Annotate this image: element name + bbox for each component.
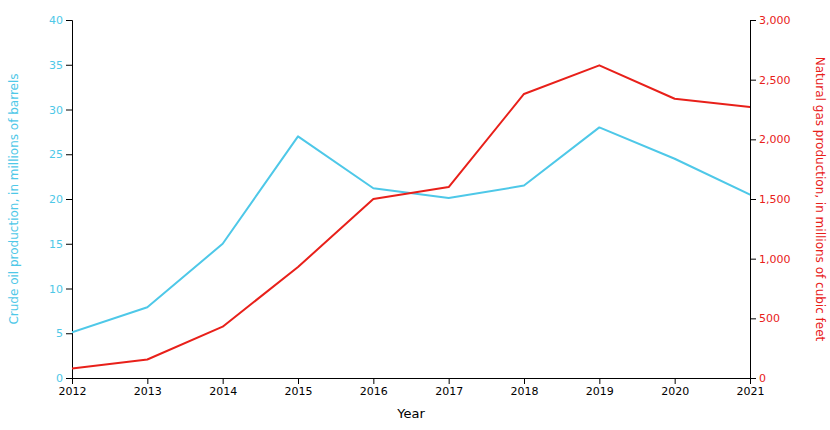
tick: 0 [56, 372, 72, 385]
tick-mark [66, 289, 72, 290]
tick: 30 [49, 104, 72, 117]
tick: 15 [49, 238, 72, 251]
tick-label: 20 [49, 193, 63, 206]
tick-label: 2016 [360, 385, 388, 398]
y-axis: 0 5 10 15 20 25 30 35 40 [49, 14, 73, 385]
tick: 2,500 [750, 74, 791, 87]
tick-mark [298, 378, 299, 384]
y-axis-title: Crude oil production, in millions of bar… [7, 73, 21, 324]
tick-mark [373, 378, 374, 384]
tick-label: 2013 [134, 385, 162, 398]
tick-mark [66, 154, 72, 155]
tick-mark [66, 65, 72, 66]
tick: 2016 [360, 378, 388, 398]
tick-label: 2012 [59, 385, 87, 398]
y2-axis-title: Natural gas production, in millions of c… [813, 57, 827, 342]
tick-mark [750, 199, 756, 200]
tick-label: 25 [49, 148, 63, 161]
x-axis-title: Year [396, 406, 425, 421]
tick-mark [66, 20, 72, 21]
tick-label: 3,000 [759, 14, 791, 27]
tick-mark [66, 110, 72, 111]
tick: 1,000 [750, 253, 791, 266]
tick-label: 2020 [661, 385, 689, 398]
tick: 500 [750, 312, 780, 325]
tick: 2020 [661, 378, 689, 398]
tick-mark [223, 378, 224, 384]
tick-mark [750, 259, 756, 260]
tick-label: 30 [49, 104, 63, 117]
tick: 2015 [285, 378, 313, 398]
tick-mark [750, 318, 756, 319]
tick-label: 2018 [511, 385, 539, 398]
x-axis: 2012 2013 2014 2015 2016 2017 2018 2019 2020 2021 [59, 378, 765, 398]
tick-label: 1,500 [759, 193, 791, 206]
tick: 3,000 [750, 14, 791, 27]
tick-label: 2021 [737, 385, 765, 398]
tick: 2,000 [750, 133, 791, 146]
y2-axis: 0 500 1,000 1,500 2,000 2,500 3,000 [750, 14, 791, 385]
tick-label: 0 [759, 372, 766, 385]
tick-label: 2014 [209, 385, 237, 398]
tick: 10 [49, 283, 72, 296]
tick-mark [66, 244, 72, 245]
plot: 2012201320142015201620172018201920202021… [49, 14, 791, 398]
tick-label: 2,000 [759, 133, 791, 146]
tick: 2014 [209, 378, 237, 398]
tick: 0 [750, 372, 766, 385]
tick-label: 2017 [435, 385, 463, 398]
tick-mark [750, 20, 756, 21]
tick: 2017 [435, 378, 463, 398]
tick-label: 2,500 [759, 74, 791, 87]
axis-domain [751, 21, 757, 379]
axis-domain [66, 21, 73, 379]
tick-label: 15 [49, 238, 63, 251]
tick: 2018 [511, 378, 539, 398]
tick: 1,500 [750, 193, 791, 206]
chart: 2012201320142015201620172018201920202021… [0, 0, 830, 430]
tick-mark [66, 333, 72, 334]
tick-label: 2015 [285, 385, 313, 398]
tick: 40 [49, 14, 72, 27]
tick-label: 35 [49, 59, 63, 72]
tick: 20 [49, 193, 72, 206]
tick-mark [675, 378, 676, 384]
tick-mark [750, 378, 756, 379]
series-line [72, 65, 750, 368]
tick: 5 [56, 327, 72, 340]
tick: 25 [49, 148, 72, 161]
tick-mark [66, 199, 72, 200]
tick-label: 40 [49, 14, 63, 27]
tick-mark [524, 378, 525, 384]
tick-mark [599, 378, 600, 384]
axis-domain [73, 379, 751, 385]
tick-mark [750, 139, 756, 140]
tick-mark [66, 378, 72, 379]
tick-label: 1,000 [759, 253, 791, 266]
tick-label: 5 [56, 327, 63, 340]
tick-mark [750, 80, 756, 81]
tick-label: 500 [759, 312, 780, 325]
tick: 2019 [586, 378, 614, 398]
series-group [72, 65, 750, 368]
tick-mark [147, 378, 148, 384]
tick: 2013 [134, 378, 162, 398]
tick-mark [449, 378, 450, 384]
tick-label: 0 [56, 372, 63, 385]
tick-label: 10 [49, 283, 63, 296]
series-line [72, 127, 750, 332]
tick-label: 2019 [586, 385, 614, 398]
tick: 35 [49, 59, 72, 72]
